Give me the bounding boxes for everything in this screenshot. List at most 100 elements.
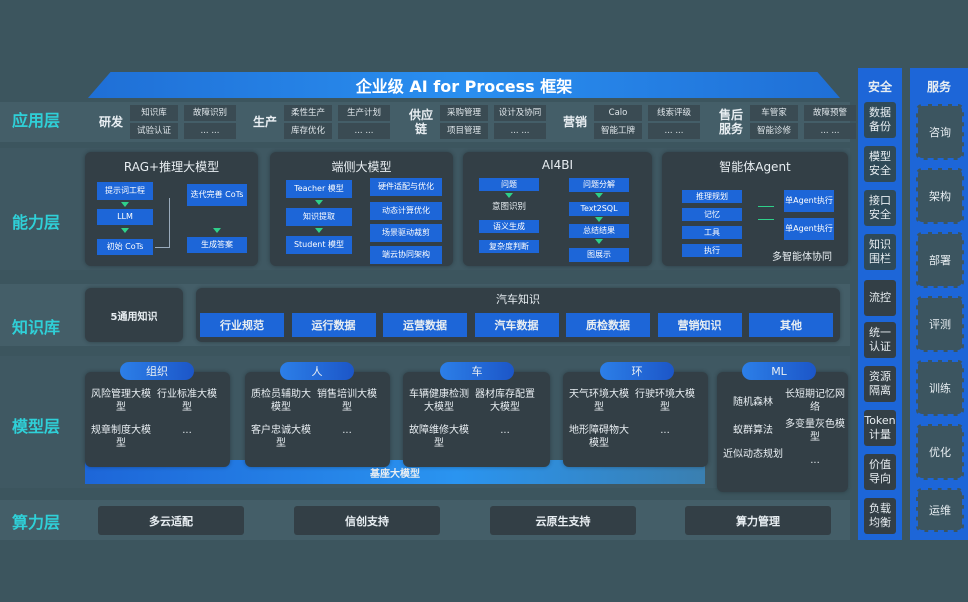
edge-feature: 硬件适配与优化 bbox=[370, 178, 442, 196]
compute-item[interactable]: 算力管理 bbox=[685, 506, 831, 535]
app-item[interactable]: ... ... bbox=[494, 123, 546, 139]
model-group-panel: 随机森林 长短期记忆网络蚁群算法 多变量灰色模型 近似动态规划... bbox=[717, 372, 848, 492]
model-item[interactable]: ... bbox=[342, 425, 352, 436]
app-item[interactable]: ... ... bbox=[184, 123, 236, 139]
app-item[interactable]: Calo bbox=[594, 105, 642, 121]
model-item[interactable]: ... bbox=[182, 425, 192, 436]
service-item[interactable]: 训练 bbox=[916, 360, 964, 416]
security-item[interactable]: 负载均衡 bbox=[864, 498, 896, 534]
edge-feature: 动态计算优化 bbox=[370, 202, 442, 220]
app-item[interactable]: 项目管理 bbox=[440, 123, 488, 139]
app-item[interactable]: ... ... bbox=[338, 123, 390, 139]
app-item[interactable]: ... ... bbox=[804, 123, 856, 139]
app-group: 供应链 采购管理 设计及协同 项目管理 ... ... bbox=[406, 104, 546, 140]
model-item[interactable]: 长短期记忆网络 bbox=[785, 389, 845, 413]
knowledge-item[interactable]: 运行数据 bbox=[291, 313, 376, 337]
edge-model-panel: 端侧大模型 Teacher 模型 知识提取 Student 模型 硬件适配与优化 动态计… bbox=[270, 152, 453, 266]
model-item[interactable]: 地形障碍物大模型 bbox=[569, 425, 629, 449]
service-item[interactable]: 咨询 bbox=[916, 104, 964, 160]
model-item[interactable]: 故障维修大模型 bbox=[409, 425, 469, 449]
service-title: 服务 bbox=[926, 80, 951, 94]
model-group-tag: 环 bbox=[600, 362, 674, 380]
model-item[interactable]: 车辆健康检测大模型 bbox=[409, 389, 469, 413]
compute-item[interactable]: 信创支持 bbox=[294, 506, 440, 535]
rag-step: LLM bbox=[97, 209, 153, 225]
arrow-down-icon bbox=[121, 202, 129, 207]
app-item[interactable]: 智能工牌 bbox=[594, 123, 642, 139]
service-item[interactable]: 运维 bbox=[916, 488, 964, 532]
app-item[interactable]: 试验认证 bbox=[130, 123, 178, 139]
app-item[interactable]: ... ... bbox=[648, 123, 700, 139]
security-item[interactable]: 接口安全 bbox=[864, 190, 896, 226]
app-item[interactable]: 线索评级 bbox=[648, 105, 700, 121]
model-item[interactable]: ... bbox=[500, 425, 510, 436]
model-item[interactable]: ... bbox=[660, 425, 670, 436]
model-item[interactable]: 天气环境大模型 bbox=[569, 389, 629, 413]
compute-item[interactable]: 多云适配 bbox=[98, 506, 244, 535]
model-item[interactable]: 规章制度大模型 bbox=[91, 425, 151, 449]
model-item[interactable]: 客户忠诚大模型 bbox=[251, 425, 311, 449]
app-group: 营销 Calo 线索评级 智能工牌 ... ... bbox=[560, 104, 700, 140]
security-item[interactable]: 资源隔离 bbox=[864, 366, 896, 402]
app-group: 售后服务 车管家 故障预警 智能诊修 ... ... bbox=[716, 104, 856, 140]
knowledge-item[interactable]: 运营数据 bbox=[383, 313, 467, 337]
model-item[interactable]: 行驶环境大模型 bbox=[635, 389, 695, 413]
compute-item[interactable]: 云原生支持 bbox=[490, 506, 636, 535]
security-item[interactable]: 流控 bbox=[864, 280, 896, 316]
app-item[interactable]: 智能诊修 bbox=[750, 123, 798, 139]
layer-label-compute: 算力层 bbox=[12, 513, 61, 532]
security-item[interactable]: 模型安全 bbox=[864, 146, 896, 182]
model-item[interactable]: 蚁群算法 bbox=[733, 425, 773, 436]
model-item[interactable]: 质检员辅助大模型 bbox=[251, 389, 311, 413]
connector bbox=[758, 206, 774, 220]
knowledge-item[interactable]: 质检数据 bbox=[566, 313, 650, 337]
service-item[interactable]: 架构 bbox=[916, 168, 964, 224]
service-item[interactable]: 部署 bbox=[916, 232, 964, 288]
agent-component: 执行 bbox=[682, 244, 742, 257]
app-item[interactable]: 柔性生产 bbox=[284, 105, 332, 121]
layer-label-capability: 能力层 bbox=[12, 213, 61, 232]
model-item[interactable]: 器材库存配置大模型 bbox=[475, 389, 535, 413]
model-item[interactable]: 风险管理大模型 bbox=[91, 389, 151, 413]
service-item[interactable]: 优化 bbox=[916, 424, 964, 480]
model-item[interactable]: 多变量灰色模型 bbox=[785, 419, 845, 443]
framework-title: 企业级 AI for Process 框架 bbox=[88, 72, 840, 98]
security-item[interactable]: 数据备份 bbox=[864, 102, 896, 138]
agent-title: 智能体Agent bbox=[719, 160, 791, 174]
model-item[interactable]: 行业标准大模型 bbox=[157, 389, 217, 413]
app-items: 采购管理 设计及协同 项目管理 ... ... bbox=[440, 105, 546, 139]
service-item[interactable]: 评测 bbox=[916, 296, 964, 352]
security-item[interactable]: Token计量 bbox=[864, 410, 896, 446]
model-item[interactable]: 随机森林 bbox=[733, 397, 773, 408]
model-item[interactable]: ... bbox=[810, 455, 820, 466]
multi-agent-label: 多智能体协同 bbox=[772, 252, 832, 263]
app-item[interactable]: 故障识别 bbox=[184, 105, 236, 121]
knowledge-item[interactable]: 营销知识 bbox=[657, 313, 742, 337]
security-item[interactable]: 知识围栏 bbox=[864, 234, 896, 270]
app-item[interactable]: 采购管理 bbox=[440, 105, 488, 121]
app-items: Calo 线索评级 智能工牌 ... ... bbox=[594, 105, 700, 139]
app-item[interactable]: 库存优化 bbox=[284, 123, 332, 139]
app-item[interactable]: 知识库 bbox=[130, 105, 178, 121]
model-item[interactable]: 近似动态规划 bbox=[723, 449, 783, 460]
app-items: 知识库 故障识别 试验认证 ... ... bbox=[130, 105, 236, 139]
model-item[interactable]: 销售培训大模型 bbox=[317, 389, 377, 413]
app-item[interactable]: 故障预警 bbox=[804, 105, 856, 121]
app-item[interactable]: 生产计划 bbox=[338, 105, 390, 121]
rag-panel: RAG+推理大模型 提示词工程 LLM 初始 CoTs 迭代完善 CoTs 生成… bbox=[85, 152, 258, 266]
app-item[interactable]: 设计及协同 bbox=[494, 105, 546, 121]
model-group-panel: 质检员辅助大模型 销售培训大模型 客户忠诚大模型... bbox=[245, 372, 390, 467]
security-title: 安全 bbox=[867, 80, 892, 94]
edge-feature: 场景驱动裁剪 bbox=[370, 224, 442, 242]
model-group-tag: 组织 bbox=[120, 362, 194, 380]
knowledge-item[interactable]: 其他 bbox=[749, 313, 833, 337]
app-group-name: 研发 bbox=[98, 115, 123, 129]
app-item[interactable]: 车管家 bbox=[750, 105, 798, 121]
connector bbox=[155, 247, 169, 248]
arrow-down-icon bbox=[213, 228, 221, 233]
bi-step: 问题分解 bbox=[569, 178, 629, 192]
security-item[interactable]: 价值导向 bbox=[864, 454, 896, 490]
security-item[interactable]: 统一认证 bbox=[864, 322, 896, 358]
knowledge-item[interactable]: 行业规范 bbox=[200, 313, 284, 337]
knowledge-item[interactable]: 汽车数据 bbox=[474, 313, 559, 337]
